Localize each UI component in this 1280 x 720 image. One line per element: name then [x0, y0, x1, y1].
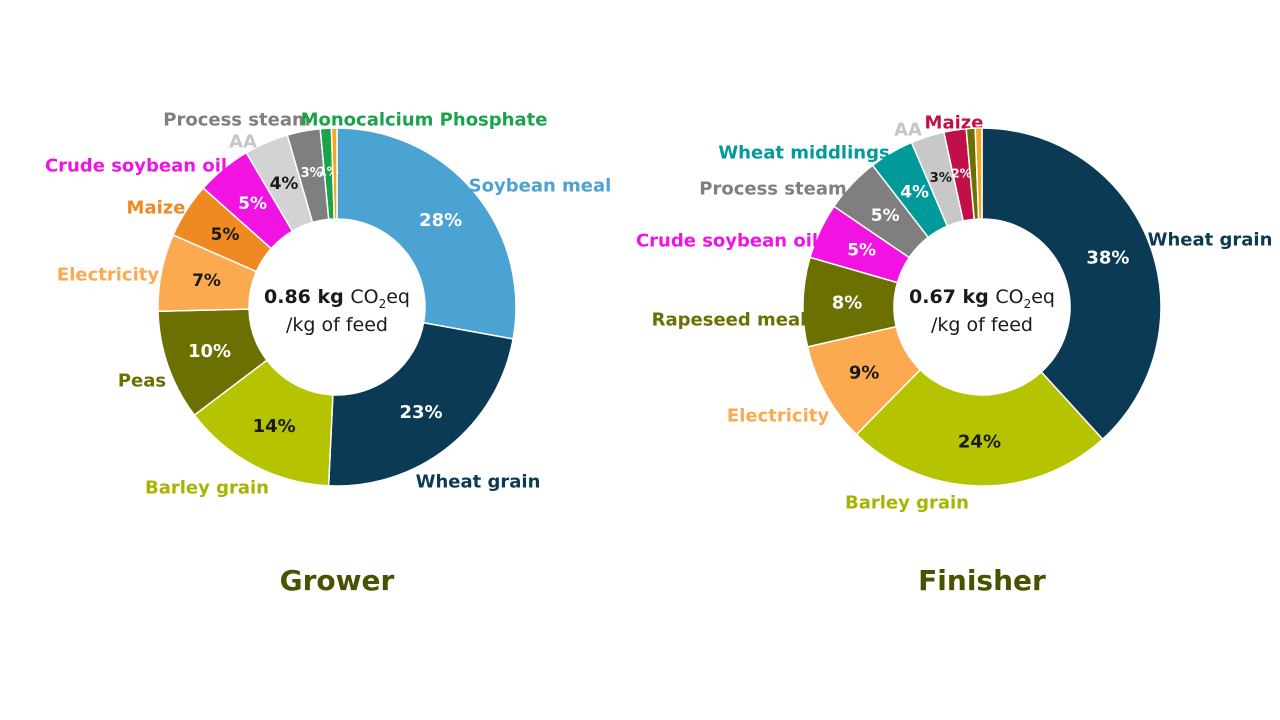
finisher-label-wheat-middlings: Wheat middlings — [718, 143, 889, 164]
finisher-label-wheat-grain: Wheat grain — [1148, 230, 1273, 251]
finisher-pct-process-steam: 5% — [871, 206, 900, 226]
finisher-center-value: 0.67 kg CO2eq — [909, 286, 1055, 311]
grower-label-soybean-meal: Soybean meal — [469, 176, 612, 197]
finisher-pct-maize: 2% — [951, 167, 971, 181]
grower-title: Grower — [280, 564, 395, 597]
finisher-pct-rapeseed-meal: 8% — [832, 293, 863, 314]
grower-donut-chart: 28% Soybean meal 23% Wheat grain 14% Barley g… — [45, 110, 611, 598]
finisher-slice-other-2 — [974, 127, 983, 220]
finisher-slice-barley-grain — [855, 368, 1104, 487]
grower-label-barley-grain: Barley grain — [145, 478, 269, 499]
finisher-pct-barley-grain: 24% — [958, 431, 1001, 452]
finisher-title: Finisher — [918, 564, 1046, 597]
grower-label-monocalcium-phosphate: Monocalcium Phosphate — [301, 110, 548, 131]
grower-label-crude-soybean-oil: Crude soybean oil — [45, 156, 227, 177]
grower-pct-electricity: 7% — [192, 271, 221, 291]
grower-pct-peas: 10% — [188, 341, 231, 362]
grower-label-process-steam: Process steam — [163, 110, 310, 131]
grower-slice-soybean-meal — [336, 127, 517, 340]
grower-slice-barley-grain — [193, 359, 334, 487]
grower-label-maize: Maize — [127, 198, 186, 219]
grower-center-unit: /kg of feed — [286, 314, 388, 336]
grower-pct-barley-grain: 14% — [253, 416, 296, 437]
finisher-slice-wheat-grain — [981, 127, 1162, 441]
finisher-label-aa: AA — [894, 120, 922, 141]
grower-slice-wheat-grain — [327, 321, 514, 487]
grower-pct-crude-soybean-oil: 5% — [238, 194, 267, 214]
finisher-pct-wheat-grain: 38% — [1086, 248, 1129, 269]
grower-pct-aa: 4% — [270, 174, 299, 194]
finisher-pct-electricity: 9% — [849, 362, 880, 383]
grower-pct-process-steam: 3% — [301, 166, 323, 181]
finisher-pct-wheat-middlings: 4% — [900, 182, 929, 202]
grower-pct-maize: 5% — [211, 225, 240, 245]
finisher-label-process-steam: Process steam — [699, 179, 846, 200]
grower-center-value: 0.86 kg CO2eq — [264, 286, 410, 311]
finisher-label-crude-soybean-oil: Crude soybean oil — [636, 231, 818, 252]
grower-pct-wheat-grain: 23% — [400, 402, 443, 423]
grower-label-electricity: Electricity — [57, 265, 159, 286]
grower-label-peas: Peas — [118, 371, 166, 392]
finisher-center-unit: /kg of feed — [931, 314, 1033, 336]
grower-slice-other — [330, 127, 338, 220]
finisher-pct-crude-soybean-oil: 5% — [847, 240, 876, 260]
finisher-label-electricity: Electricity — [727, 406, 829, 427]
finisher-pct-aa: 3% — [930, 171, 952, 186]
grower-label-wheat-grain: Wheat grain — [416, 472, 541, 493]
finisher-donut-chart: 38% Wheat grain 24% Barley grain 9% Electrici… — [636, 113, 1272, 598]
grower-label-aa: AA — [229, 132, 257, 153]
finisher-label-barley-grain: Barley grain — [845, 493, 969, 514]
finisher-label-rapeseed-meal: Rapeseed meal — [652, 310, 807, 331]
grower-pct-soybean-meal: 28% — [419, 210, 462, 231]
